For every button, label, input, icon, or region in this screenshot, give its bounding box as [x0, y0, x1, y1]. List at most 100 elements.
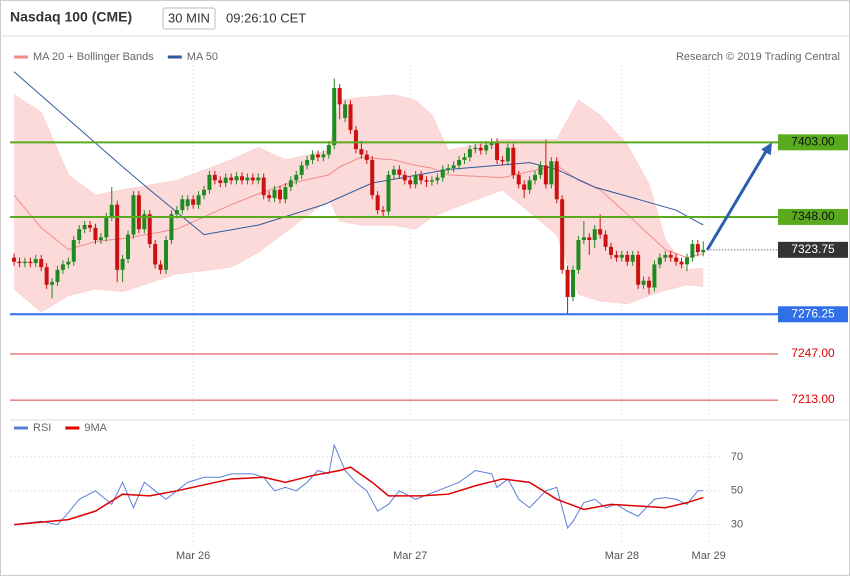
candle-body: [701, 249, 706, 253]
candle-body: [88, 225, 93, 228]
candle-body: [12, 257, 17, 262]
candle-body: [164, 240, 169, 270]
level-label-box: [778, 134, 848, 151]
candle-body: [223, 177, 228, 184]
candle-body: [381, 210, 386, 212]
title: Nasdaq 100 (CME): [10, 9, 132, 25]
candle-body: [104, 216, 109, 238]
candle-body: [305, 159, 310, 166]
candle-body: [467, 149, 472, 158]
candle-body: [663, 254, 668, 258]
candle-body: [337, 88, 342, 105]
candle-body: [391, 169, 396, 175]
candle-body: [131, 195, 136, 235]
candle-body: [674, 257, 679, 262]
candle-body: [598, 229, 603, 235]
candle-body: [77, 229, 82, 240]
candle-body: [549, 161, 554, 185]
credit: Research © 2019 Trading Central: [676, 51, 840, 63]
candle-body: [315, 154, 320, 158]
candle-body: [196, 195, 201, 205]
time: 09:26:10 CET: [226, 10, 306, 25]
candle-body: [93, 227, 98, 240]
candle-body: [44, 267, 49, 285]
bollinger-band: [14, 94, 704, 312]
candle-body: [22, 261, 27, 264]
candle-body: [239, 176, 244, 181]
candle-body: [212, 174, 217, 181]
candle-body: [489, 142, 494, 146]
candle-body: [429, 180, 434, 182]
forecast-arrow-head: [761, 142, 772, 156]
ma20-line: [13, 156, 704, 259]
candle-body: [294, 174, 299, 181]
candle-body: [288, 180, 293, 188]
candle-body: [424, 180, 429, 182]
candle-body: [39, 258, 44, 268]
candle-body: [169, 214, 174, 240]
candle-body: [256, 177, 261, 181]
candle-body: [451, 165, 456, 169]
x-tick-label: Mar 26: [176, 550, 210, 562]
candle-body: [234, 176, 239, 181]
candle-body: [402, 174, 407, 181]
candle-body: [500, 159, 505, 162]
candle-body: [625, 254, 630, 262]
x-tick-label: Mar 27: [393, 550, 427, 562]
candle-body: [348, 104, 353, 131]
candle-body: [359, 149, 364, 155]
candle-body: [592, 229, 597, 240]
candle-body: [299, 165, 304, 175]
candle-body: [202, 189, 207, 196]
candle-body: [608, 246, 613, 255]
candle-body: [543, 165, 548, 185]
candle-body: [191, 199, 196, 205]
level-label: 7276.25: [791, 306, 835, 320]
candle-body: [364, 154, 369, 160]
candle-body: [55, 269, 60, 283]
candle-body: [245, 177, 250, 181]
candle-body: [272, 189, 277, 198]
candle-body: [343, 104, 348, 118]
candle-body: [109, 204, 114, 217]
candle-body: [207, 174, 212, 190]
candle-body: [495, 142, 500, 160]
candle-body: [180, 199, 185, 211]
candle-body: [17, 261, 22, 264]
level-label: 7323.75: [791, 242, 835, 256]
candle-body: [511, 147, 516, 175]
level-label: 7348.00: [791, 209, 835, 223]
candle-body: [668, 254, 673, 258]
interval: 30 MIN: [168, 10, 210, 25]
candle-body: [516, 174, 521, 185]
candle-body: [60, 264, 65, 270]
candle-body: [174, 210, 179, 215]
candle-body: [636, 254, 641, 285]
candle-body: [473, 147, 478, 150]
candle-body: [440, 169, 445, 178]
bollinger-upper: [13, 94, 704, 271]
interval-box: [162, 7, 216, 30]
candle-body: [397, 169, 402, 175]
candle-body: [310, 154, 315, 160]
candle-body: [554, 161, 559, 200]
level-label: 7213.00: [791, 392, 835, 406]
candle-body: [505, 147, 510, 162]
candle-body: [462, 157, 467, 160]
candle-body: [522, 184, 527, 190]
legend-label: MA 20 + Bollinger Bands: [33, 51, 154, 63]
candle-body: [408, 180, 413, 185]
candle-body: [126, 234, 131, 259]
forecast-arrow: [705, 150, 768, 251]
candle-body: [690, 244, 695, 258]
candle-body: [641, 280, 646, 285]
candle-body: [326, 145, 331, 155]
candle-body: [142, 214, 147, 230]
candle-body: [375, 195, 380, 211]
candle-body: [457, 159, 462, 166]
candle-body: [321, 154, 326, 158]
candle-body: [652, 264, 657, 288]
candle-body: [419, 174, 424, 181]
candle-body: [66, 261, 71, 265]
